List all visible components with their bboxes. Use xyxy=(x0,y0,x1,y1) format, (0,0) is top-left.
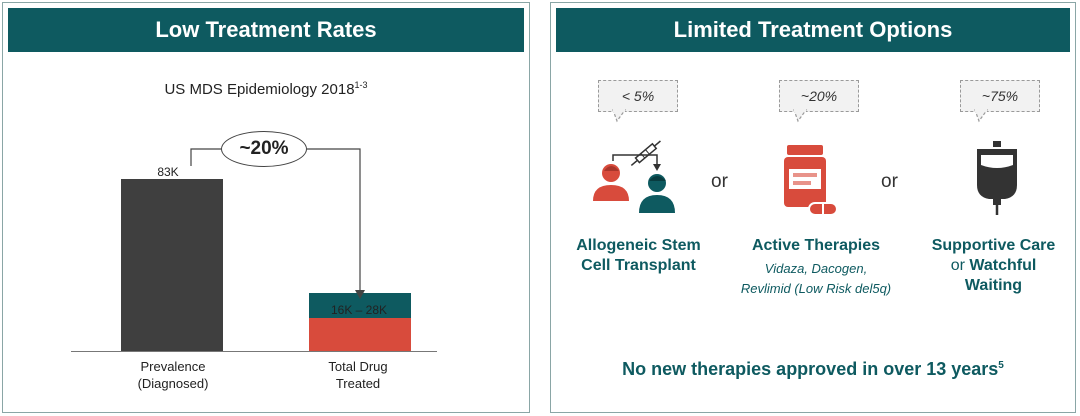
bar-value-label-prevalence: 83K xyxy=(157,165,179,179)
percent-bubble-transplant: < 5% xyxy=(598,80,678,112)
percent-bubble-active: ~20% xyxy=(779,80,859,112)
callout-connector xyxy=(190,148,365,299)
bar-1-segment-0 xyxy=(309,318,411,351)
category-label-treated: Total Drug Treated xyxy=(328,359,388,391)
option-subtitle-active: Vidaza, Dacogen, Revlimid (Low Risk del5… xyxy=(740,261,892,296)
option-title-supportive: Supportive Care or Watchful Waiting xyxy=(931,237,1056,294)
option-title-transplant: Allogeneic Stem Cell Transplant xyxy=(576,237,701,274)
bar-value-label-treated: 16K – 28K xyxy=(330,303,388,317)
panel-header-right: Limited Treatment Options xyxy=(556,8,1070,52)
panel-header-left: Low Treatment Rates xyxy=(8,8,524,52)
limited-treatment-options-panel: Limited Treatment Options < 5% ~20% ~75% xyxy=(550,2,1076,413)
bar-0-segment-0 xyxy=(121,179,223,351)
iv-bag-icon xyxy=(977,141,1017,215)
low-treatment-rates-panel: Low Treatment Rates US MDS Epidemiology … xyxy=(2,2,530,413)
or-separator-1: or xyxy=(711,171,728,192)
percent-callout: ~20% xyxy=(221,131,307,167)
category-label-prevalence: Prevalence (Diagnosed) xyxy=(137,359,209,391)
bubble-tails xyxy=(612,109,989,123)
transplant-people-icon xyxy=(593,140,675,213)
percent-bubble-supportive: ~75% xyxy=(960,80,1040,112)
or-separator-2: or xyxy=(881,171,898,192)
chart-title: US MDS Epidemiology 20181-3 xyxy=(164,80,368,98)
chart-baseline xyxy=(71,351,437,352)
option-title-active: Active Therapies xyxy=(751,237,881,254)
footer-note: No new therapies approved in over 13 yea… xyxy=(622,359,1004,379)
pill-bottle-icon xyxy=(784,145,838,216)
